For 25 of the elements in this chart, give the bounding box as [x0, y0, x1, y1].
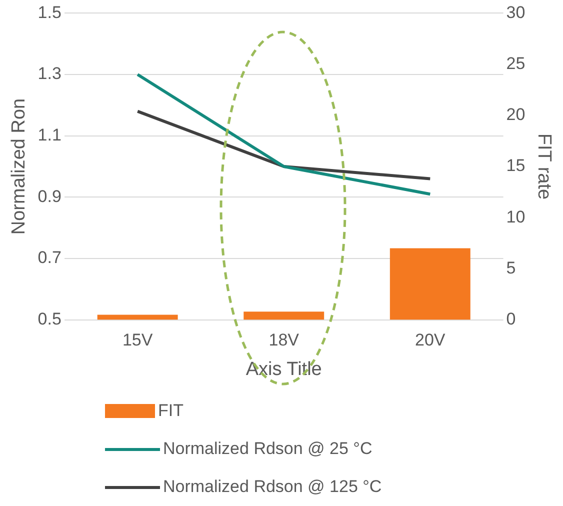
y2-axis-title: FIT rate: [533, 133, 554, 200]
y2-tick-label: 30: [506, 2, 526, 22]
y-axis-title: Normalized Ron: [8, 98, 30, 235]
x-tick-label: 18V: [268, 330, 300, 350]
y-tick-label: 1.1: [38, 126, 62, 145]
y-tick-label: 0.7: [38, 248, 62, 268]
y-tick-label: 0.9: [38, 186, 62, 206]
x-tick-label: 20V: [415, 330, 446, 350]
x-axis-title: Axis Title: [246, 358, 322, 380]
y2-tick-label: 25: [506, 54, 526, 73]
x-tick-label: 15V: [122, 330, 154, 350]
y2-tick-label: 10: [506, 207, 526, 226]
y-tick-label: 1.3: [38, 64, 62, 84]
y-tick-label: 1.5: [38, 2, 62, 22]
legend-label: Normalized Rdson @ 25 °C: [163, 439, 372, 459]
legend-label: Normalized Rdson @ 125 °C: [163, 477, 382, 497]
y2-tick-label: 20: [506, 105, 526, 124]
legend-label: FIT: [158, 401, 184, 421]
bar: [97, 314, 178, 320]
bar: [390, 248, 470, 320]
y2-tick-label: 15: [506, 156, 526, 176]
bar: [244, 312, 324, 320]
y2-tick-label: 0: [506, 309, 516, 328]
y-tick-label: 0.5: [38, 309, 62, 328]
y2-tick-label: 5: [506, 258, 516, 278]
